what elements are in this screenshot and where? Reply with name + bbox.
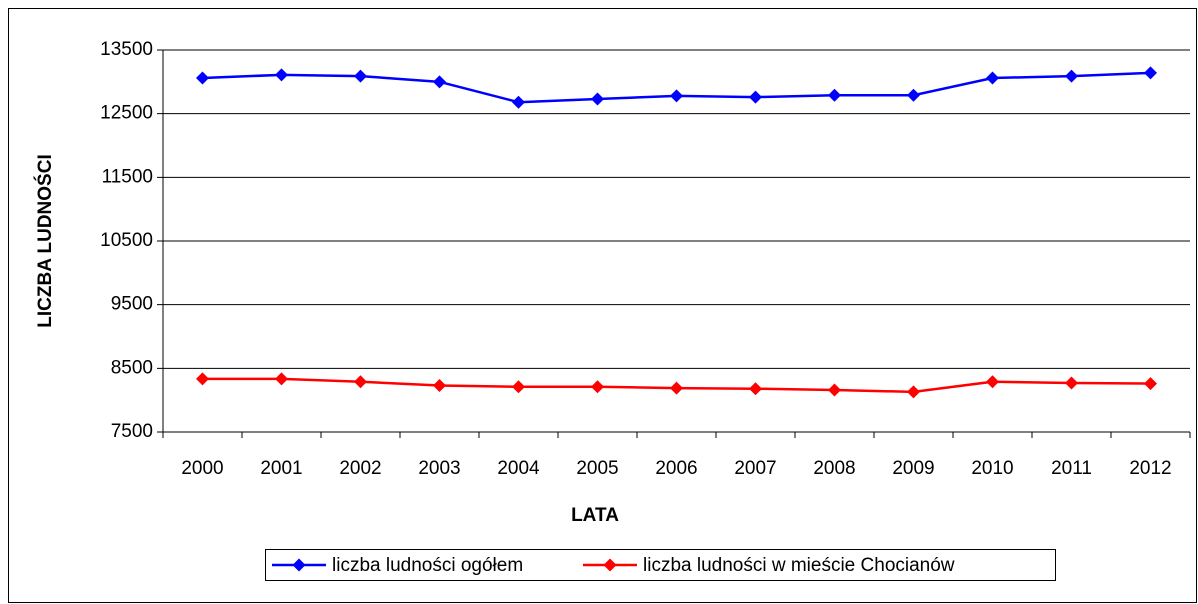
marker (433, 75, 446, 89)
x-tick-label: 2000 (181, 458, 223, 479)
x-tick-label: 2006 (655, 458, 697, 479)
y-tick-label: 12500 (100, 103, 153, 124)
marker (433, 379, 446, 393)
chart-frame (8, 8, 1197, 603)
marker (749, 382, 762, 396)
marker (196, 71, 209, 85)
y-tick-label: 8500 (111, 357, 153, 378)
marker (591, 92, 604, 106)
y-tick-label: 13500 (100, 39, 153, 60)
marker (591, 380, 604, 394)
y-tick-label: 11500 (102, 166, 153, 187)
marker (354, 69, 367, 83)
marker (907, 385, 920, 399)
y-tick-label: 9500 (111, 294, 153, 315)
marker (986, 375, 999, 389)
x-tick-label: 2007 (734, 458, 776, 479)
marker (749, 90, 762, 104)
x-tick-label: 2004 (497, 458, 540, 479)
legend (265, 549, 1056, 581)
marker (275, 68, 288, 82)
marker (1065, 69, 1078, 83)
legend-marker (292, 558, 306, 572)
y-axis-title: LICZBA LUDNOŚCI (34, 154, 56, 327)
x-tick-label: 2008 (813, 458, 855, 479)
x-tick-label: 2002 (339, 458, 381, 479)
legend-label: liczba ludności w mieście Chocianów (643, 555, 955, 576)
marker (670, 381, 683, 395)
marker (1144, 377, 1157, 391)
x-tick-label: 2012 (1129, 458, 1171, 479)
y-tick-label: 10500 (100, 230, 153, 251)
x-tick-label: 2005 (576, 458, 618, 479)
x-axis-title: LATA (571, 505, 619, 526)
marker (828, 88, 841, 102)
marker (986, 71, 999, 85)
x-tick-label: 2010 (971, 458, 1013, 479)
x-tick-label: 2009 (892, 458, 934, 479)
marker (1144, 66, 1157, 80)
marker (275, 372, 288, 386)
x-tick-label: 2003 (418, 458, 460, 479)
legend-marker (603, 558, 617, 572)
marker (907, 88, 920, 102)
marker (196, 372, 209, 386)
x-tick-label: 2011 (1051, 458, 1092, 479)
y-tick-label: 7500 (111, 421, 153, 442)
marker (670, 89, 683, 103)
marker (354, 375, 367, 389)
marker (828, 383, 841, 397)
x-tick-label: 2001 (260, 458, 302, 479)
marker (512, 380, 525, 394)
marker (1065, 376, 1078, 390)
marker (512, 95, 525, 109)
legend-label: liczba ludności ogółem (332, 555, 523, 576)
